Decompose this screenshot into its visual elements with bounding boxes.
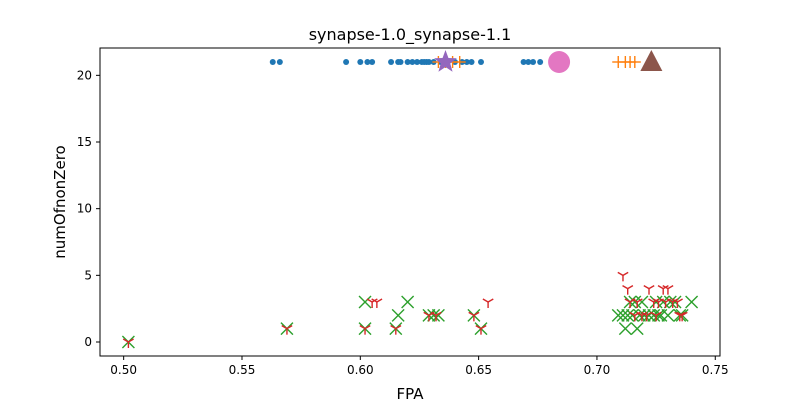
point-circle: [468, 59, 475, 65]
plot-frame: [99, 47, 721, 357]
point-x: [621, 308, 635, 322]
point-circle: [520, 59, 527, 65]
point-x: [633, 308, 647, 322]
point-plus: [453, 56, 466, 68]
point-circle: [269, 59, 276, 65]
point-circle: [530, 59, 537, 65]
y-tick-label: 5: [84, 268, 92, 282]
point-tri-down: [643, 285, 655, 295]
point-tri-down: [366, 298, 378, 308]
point-tri-down: [430, 311, 442, 322]
point-tri-down: [662, 285, 674, 295]
point-plus: [628, 56, 641, 68]
point-tri-down: [671, 298, 683, 308]
point-x: [630, 322, 644, 336]
y-tick-label: 20: [77, 68, 92, 82]
x-tick-label: 0.50: [110, 363, 137, 377]
point-x: [651, 308, 665, 322]
point-circle: [404, 59, 411, 65]
point-tri-down: [359, 325, 371, 335]
chart-title: synapse-1.0_synapse-1.1: [309, 25, 512, 45]
point-circle: [357, 59, 364, 65]
point-tri-down: [617, 271, 629, 282]
point-tri-down: [423, 311, 435, 322]
point-circle: [537, 59, 544, 65]
point-x: [637, 308, 651, 322]
point-circle: [388, 59, 395, 65]
x-tick-label: 0.55: [229, 363, 256, 377]
point-x: [616, 308, 630, 322]
point-x: [661, 308, 675, 322]
point-x: [427, 308, 441, 322]
x-axis: 0.50 0.55 0.60 0.65 0.70 0.75: [110, 356, 729, 377]
point-circle: [343, 59, 350, 65]
x-tick-label: 0.75: [702, 363, 729, 377]
point-x: [358, 295, 372, 309]
point-circle: [463, 59, 470, 65]
point-tri-down: [281, 325, 293, 335]
y-axis: 0 5 10 15 20: [77, 68, 100, 349]
point-x: [618, 322, 632, 336]
point-star: [434, 50, 457, 72]
point-x: [401, 295, 415, 309]
y-tick-label: 10: [77, 202, 92, 216]
point-tri-down: [371, 298, 383, 308]
x-tick-label: 0.70: [584, 363, 611, 377]
point-tri-down: [624, 298, 636, 308]
point-x: [642, 308, 656, 322]
point-tri-down: [622, 285, 634, 295]
y-tick-label: 0: [84, 335, 92, 349]
point-circle: [414, 59, 421, 65]
y-axis-label: numOfnonZero: [51, 145, 69, 258]
point-tri-down: [629, 311, 641, 322]
point-triangle: [640, 50, 663, 71]
point-circle: [276, 59, 283, 65]
point-tri-down: [657, 285, 669, 295]
point-x: [391, 308, 405, 322]
point-circle-large: [548, 51, 571, 73]
point-tri-down: [475, 325, 487, 335]
point-circle: [364, 59, 371, 65]
point-x: [663, 295, 677, 309]
point-tri-down: [676, 311, 688, 322]
point-tri-down: [660, 298, 672, 308]
point-tri-down: [468, 311, 480, 322]
point-x: [611, 308, 625, 322]
point-tri-down: [122, 338, 134, 348]
chart-marks: [121, 50, 699, 349]
point-circle: [409, 59, 416, 65]
point-x: [649, 295, 663, 309]
point-x: [668, 295, 682, 309]
point-x: [431, 308, 445, 322]
point-circle: [369, 59, 376, 65]
point-tri-down: [390, 325, 402, 335]
point-x: [635, 295, 649, 309]
point-circle: [525, 59, 532, 65]
point-tri-down: [652, 298, 665, 308]
point-x: [685, 295, 699, 309]
point-tri-down: [650, 311, 662, 322]
x-tick-label: 0.65: [465, 363, 492, 377]
point-tri-down: [631, 298, 643, 308]
x-axis-label: FPA: [397, 385, 425, 400]
x-tick-label: 0.60: [347, 363, 374, 377]
point-circle: [477, 59, 484, 65]
point-tri-down: [482, 298, 494, 308]
point-circle: [425, 59, 432, 65]
y-tick-label: 15: [77, 135, 92, 149]
point-circle: [397, 59, 404, 65]
